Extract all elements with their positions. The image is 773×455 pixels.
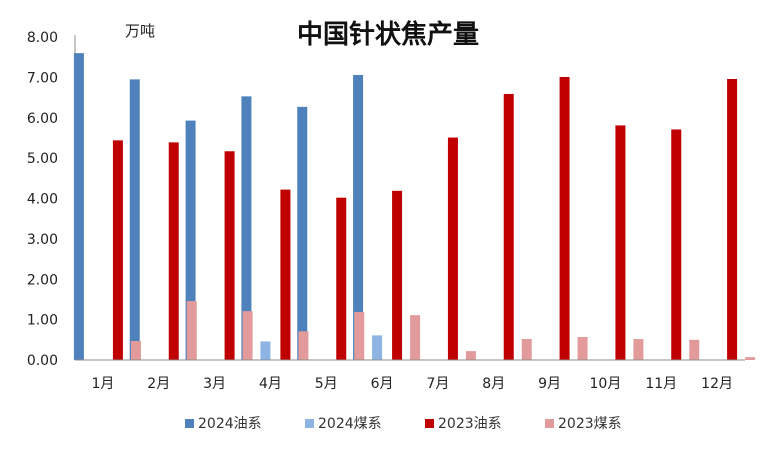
y-tick-label: 0.00 bbox=[27, 353, 58, 369]
bar bbox=[372, 335, 383, 360]
x-tick-label: 3月 bbox=[203, 376, 226, 392]
bar bbox=[73, 53, 84, 361]
x-tick-label: 9月 bbox=[538, 376, 561, 392]
x-tick-label: 8月 bbox=[482, 376, 505, 392]
legend-label: 2024油系 bbox=[198, 416, 262, 432]
bar bbox=[112, 140, 123, 360]
bar bbox=[242, 311, 253, 360]
bar bbox=[689, 339, 700, 360]
legend-swatch bbox=[545, 419, 554, 428]
bar bbox=[280, 189, 291, 360]
y-tick-label: 4.00 bbox=[27, 192, 58, 208]
bar bbox=[298, 331, 309, 360]
y-tick-label: 7.00 bbox=[27, 70, 58, 86]
x-tick-label: 2月 bbox=[147, 376, 170, 392]
bar bbox=[260, 341, 271, 360]
x-tick-label: 6月 bbox=[371, 376, 394, 392]
legend-swatch bbox=[185, 419, 194, 428]
x-tick-label: 12月 bbox=[701, 376, 733, 392]
bar bbox=[186, 301, 197, 360]
y-axis: 0.00 1.00 2.00 3.00 4.00 5.00 6.00 7.00 8.00 bbox=[27, 30, 76, 369]
legend-swatch bbox=[425, 419, 434, 428]
x-tick-label: 10月 bbox=[590, 376, 622, 392]
bar bbox=[241, 96, 252, 360]
legend-swatch bbox=[305, 419, 314, 428]
x-tick-label: 7月 bbox=[426, 376, 449, 392]
bar bbox=[465, 351, 476, 360]
legend-label: 2023煤系 bbox=[558, 416, 622, 432]
y-tick-label: 2.00 bbox=[27, 272, 58, 288]
bar bbox=[577, 336, 588, 360]
bar bbox=[130, 341, 141, 360]
y-axis-unit: 万吨 bbox=[125, 22, 155, 40]
bar bbox=[633, 339, 644, 360]
x-tick-label: 11月 bbox=[645, 376, 677, 392]
y-tick-label: 5.00 bbox=[27, 151, 58, 167]
chart-title: 中国针状焦产量 bbox=[297, 19, 479, 50]
y-tick-label: 3.00 bbox=[27, 232, 58, 248]
bar bbox=[168, 142, 179, 360]
bar bbox=[353, 74, 364, 360]
legend: 2024油系 2024煤系 2023油系 2023煤系 bbox=[185, 416, 622, 432]
x-tick-label: 4月 bbox=[259, 376, 282, 392]
x-axis: 1月 2月 3月 4月 5月 6月 7月 8月 9月 10月 11月 12月 bbox=[75, 359, 745, 392]
bar bbox=[727, 78, 738, 361]
legend-label: 2024煤系 bbox=[318, 416, 382, 432]
legend-label: 2023油系 bbox=[438, 416, 502, 432]
bar bbox=[392, 190, 403, 360]
x-tick-label: 5月 bbox=[315, 376, 338, 392]
bar bbox=[185, 120, 196, 360]
bar bbox=[224, 151, 235, 360]
bar bbox=[745, 357, 756, 360]
x-tick-label: 1月 bbox=[91, 376, 114, 392]
bar bbox=[354, 311, 365, 360]
bar bbox=[615, 125, 626, 360]
bar bbox=[521, 339, 532, 360]
bar bbox=[559, 76, 570, 360]
bar bbox=[410, 315, 421, 360]
bar bbox=[671, 129, 682, 360]
bar bbox=[447, 137, 458, 360]
bar bbox=[503, 93, 514, 361]
y-tick-label: 1.00 bbox=[27, 313, 58, 329]
bars bbox=[73, 53, 756, 361]
y-tick-label: 6.00 bbox=[27, 111, 58, 127]
y-tick-label: 8.00 bbox=[27, 30, 58, 46]
bar bbox=[336, 197, 347, 360]
bar bbox=[129, 79, 140, 361]
bar bbox=[297, 106, 308, 360]
